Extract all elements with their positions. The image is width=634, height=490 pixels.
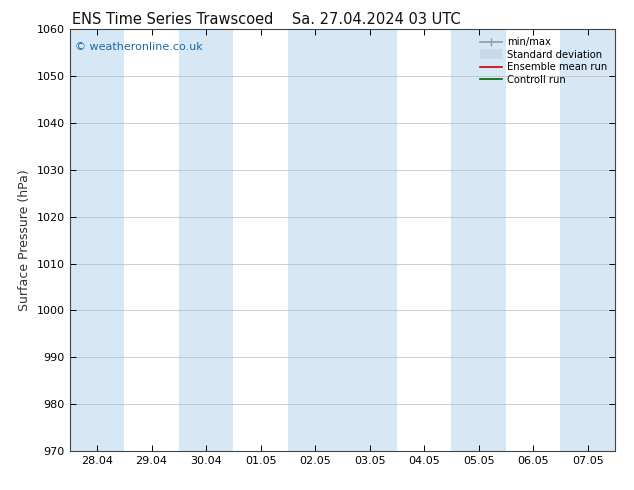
Bar (560, 29, 615, 451)
Bar (288, 29, 397, 451)
Bar (179, 29, 233, 451)
Bar (451, 29, 506, 451)
Y-axis label: Surface Pressure (hPa): Surface Pressure (hPa) (18, 169, 31, 311)
Text: © weatheronline.co.uk: © weatheronline.co.uk (75, 42, 203, 52)
Legend: min/max, Standard deviation, Ensemble mean run, Controll run: min/max, Standard deviation, Ensemble me… (476, 33, 611, 89)
Text: ENS Time Series Trawscoed    Sa. 27.04.2024 03 UTC: ENS Time Series Trawscoed Sa. 27.04.2024… (72, 12, 460, 27)
Bar (70, 29, 124, 451)
